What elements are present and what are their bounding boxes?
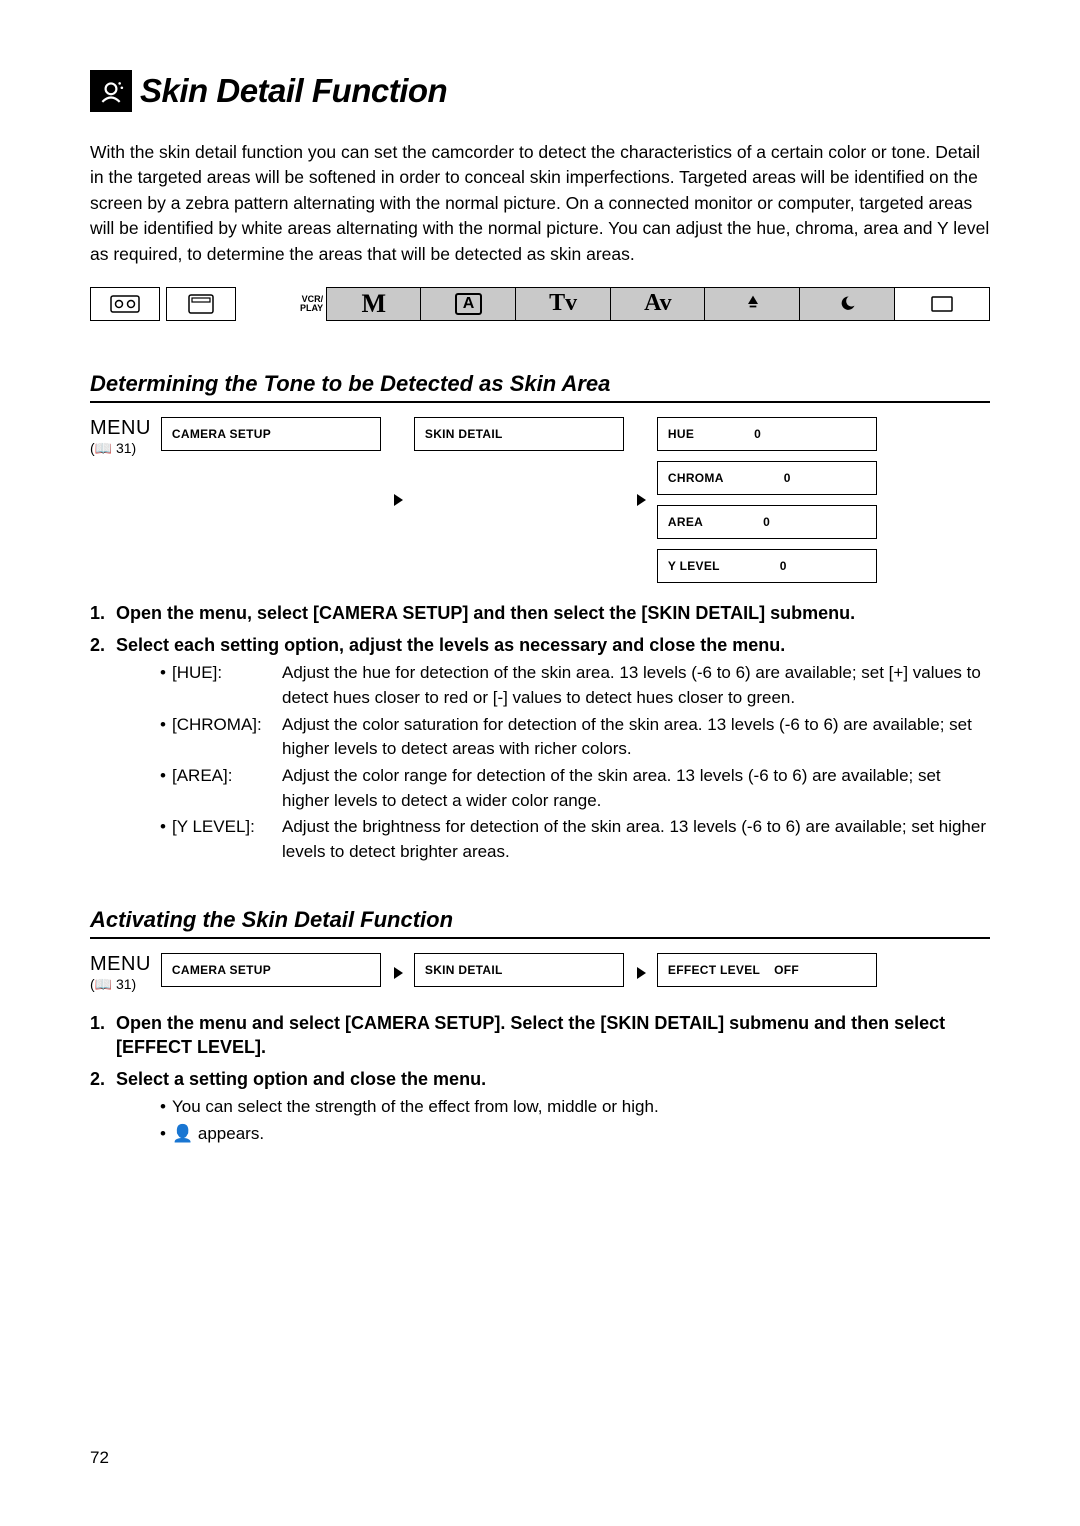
path-skin-detail: SKIN DETAIL xyxy=(414,417,624,451)
path-camera-setup: CAMERA SETUP xyxy=(161,417,381,451)
mode-night xyxy=(799,287,895,321)
mode-av: Av xyxy=(610,287,706,321)
section2-step2: Select a setting option and close the me… xyxy=(90,1067,990,1147)
section2-bullets: You can select the strength of the effec… xyxy=(116,1095,990,1146)
page-title: Skin Detail Function xyxy=(140,72,447,110)
mode-easy xyxy=(894,287,990,321)
path-skin-detail: SKIN DETAIL xyxy=(414,953,624,987)
bullet-area: [AREA]:Adjust the color range for detect… xyxy=(160,764,990,813)
setting-area: AREA0 xyxy=(657,505,877,539)
face-icon xyxy=(90,70,132,112)
section2-heading: Activating the Skin Detail Function xyxy=(90,907,990,939)
setting-chroma: CHROMA0 xyxy=(657,461,877,495)
settings-column: HUE0 CHROMA0 AREA0 Y LEVEL0 xyxy=(657,417,877,583)
mode-m: M xyxy=(326,287,422,321)
section1-bullets: [HUE]:Adjust the hue for detection of th… xyxy=(116,661,990,864)
arrow-icon xyxy=(637,967,646,979)
mode-tv: Tv xyxy=(515,287,611,321)
bullet-appears: 👤 appears. xyxy=(160,1122,990,1147)
card-icon xyxy=(166,287,236,321)
arrow-icon xyxy=(637,494,646,506)
arrow-icon xyxy=(394,967,403,979)
page-number: 72 xyxy=(90,1448,109,1468)
section1-step2: Select each setting option, adjust the l… xyxy=(90,633,990,864)
path-effect-level: EFFECT LEVELOFF xyxy=(657,953,877,987)
section1-steps: Open the menu, select [CAMERA SETUP] and… xyxy=(90,601,990,865)
bullet-strength: You can select the strength of the effec… xyxy=(160,1095,990,1120)
section2-steps: Open the menu and select [CAMERA SETUP].… xyxy=(90,1011,990,1147)
mode-dial-row: VCR/ PLAY M A Tv Av xyxy=(90,287,990,321)
section2-menu-path: MENU (📖 31) CAMERA SETUP SKIN DETAIL EFF… xyxy=(90,953,990,993)
section1-step1: Open the menu, select [CAMERA SETUP] and… xyxy=(90,601,990,625)
mode-spotlight xyxy=(704,287,800,321)
menu-label: MENU (📖 31) xyxy=(90,417,151,457)
tape-icon xyxy=(90,287,160,321)
section2-step1: Open the menu and select [CAMERA SETUP].… xyxy=(90,1011,990,1060)
bullet-hue: [HUE]:Adjust the hue for detection of th… xyxy=(160,661,990,710)
mode-a: A xyxy=(420,287,516,321)
section1-heading: Determining the Tone to be Detected as S… xyxy=(90,371,990,403)
page-title-row: Skin Detail Function xyxy=(90,70,990,112)
path-camera-setup: CAMERA SETUP xyxy=(161,953,381,987)
setting-hue: HUE0 xyxy=(657,417,877,451)
menu-label: MENU (📖 31) xyxy=(90,953,151,993)
bullet-ylevel: [Y LEVEL]:Adjust the brightness for dete… xyxy=(160,815,990,864)
setting-ylevel: Y LEVEL0 xyxy=(657,549,877,583)
section1-menu-path: MENU (📖 31) CAMERA SETUP SKIN DETAIL HUE… xyxy=(90,417,990,583)
vcr-play-label: VCR/ PLAY xyxy=(300,287,327,321)
bullet-chroma: [CHROMA]:Adjust the color saturation for… xyxy=(160,713,990,762)
arrow-icon xyxy=(394,494,403,506)
intro-paragraph: With the skin detail function you can se… xyxy=(90,140,990,267)
